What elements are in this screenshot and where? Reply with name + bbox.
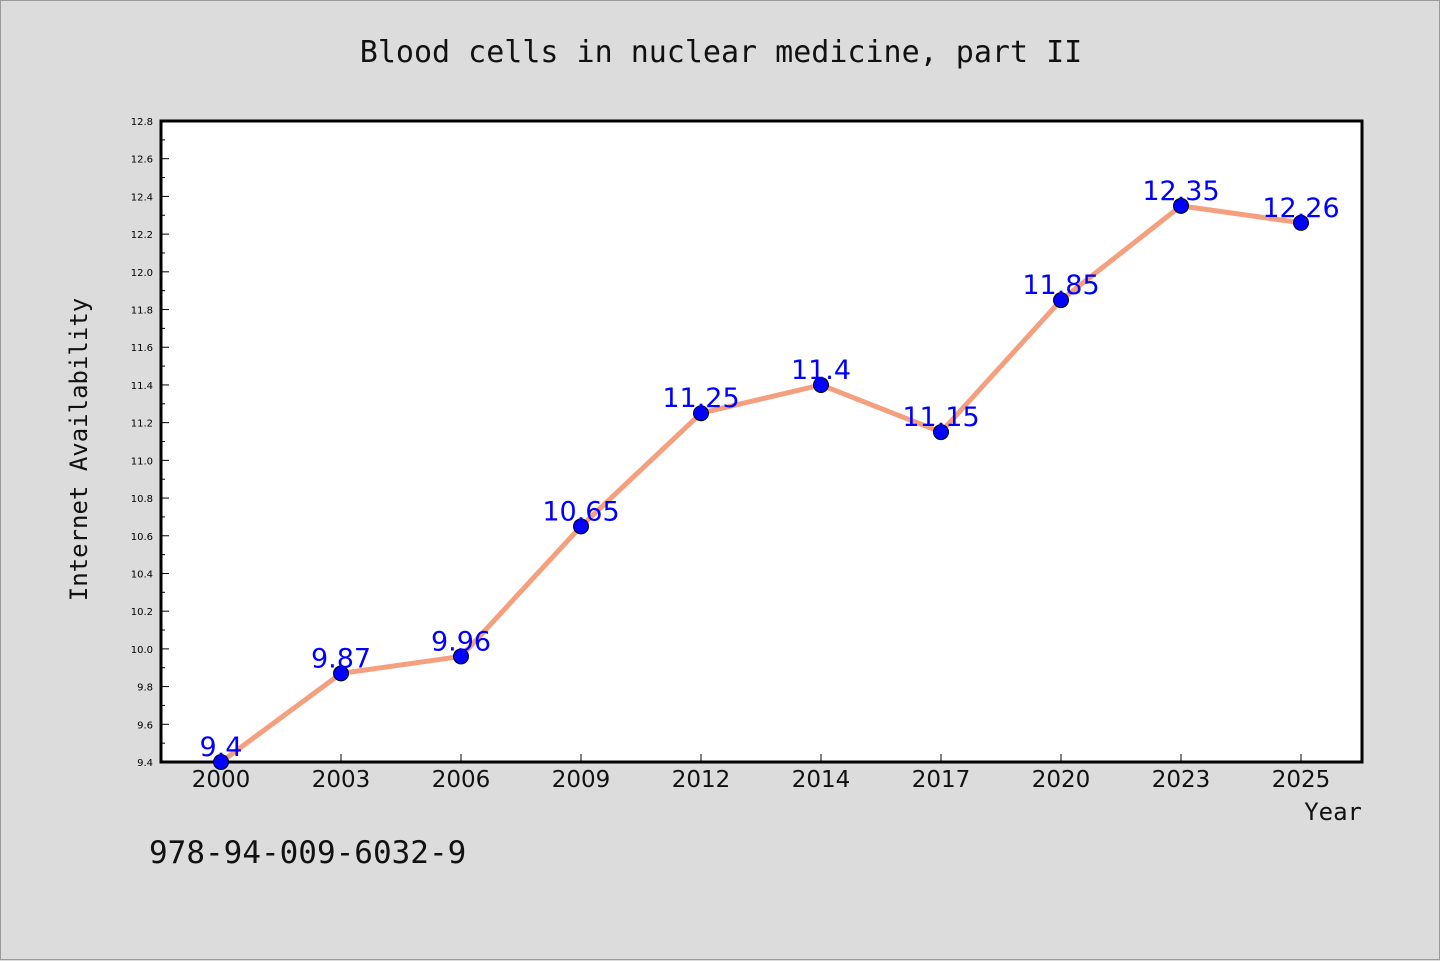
data-label: 9.4 xyxy=(200,732,243,763)
x-tick-label: 2014 xyxy=(792,767,851,793)
y-tick-label: 12.6 xyxy=(131,155,153,166)
x-tick-label: 2012 xyxy=(672,767,731,793)
y-tick-label: 9.8 xyxy=(137,683,153,694)
y-tick-label: 11.0 xyxy=(131,456,153,467)
y-tick-label: 11.2 xyxy=(131,419,153,430)
data-label: 12.35 xyxy=(1142,176,1219,207)
data-label: 9.87 xyxy=(311,643,371,674)
y-axis-label: Internet Availability xyxy=(65,298,93,601)
x-tick-label: 2003 xyxy=(312,767,371,793)
x-tick-label: 2017 xyxy=(912,767,971,793)
x-tick-label: 2023 xyxy=(1152,767,1211,793)
data-point xyxy=(453,648,469,665)
y-tick-label: 9.4 xyxy=(137,758,153,769)
data-point xyxy=(573,518,589,535)
y-tick-label: 10.4 xyxy=(131,569,153,580)
data-label: 10.65 xyxy=(542,496,619,527)
y-tick-label: 12.8 xyxy=(131,117,153,128)
y-tick-label: 10.6 xyxy=(131,532,153,543)
x-axis-label: Year xyxy=(1304,798,1362,826)
data-point xyxy=(1173,197,1189,214)
data-label: 11.4 xyxy=(791,355,851,386)
y-tick-label: 11.6 xyxy=(131,343,153,354)
data-label: 11.15 xyxy=(902,402,979,433)
data-point xyxy=(213,754,229,770)
y-tick-label: 10.0 xyxy=(131,645,153,656)
data-point xyxy=(333,665,349,682)
plot-area xyxy=(159,119,1364,764)
chart-title: Blood cells in nuclear medicine, part II xyxy=(359,35,1083,70)
data-point xyxy=(1053,292,1069,309)
y-tick-label: 10.2 xyxy=(131,607,153,618)
y-tick-label: 12.2 xyxy=(131,230,153,241)
x-tick-label: 2020 xyxy=(1032,767,1091,793)
x-tick-label: 2006 xyxy=(432,767,491,793)
data-label: 11.25 xyxy=(662,383,739,414)
x-tick-label: 2009 xyxy=(552,767,611,793)
y-tick-label: 9.6 xyxy=(137,720,153,731)
data-label: 11.85 xyxy=(1022,270,1099,301)
data-label: 9.96 xyxy=(431,626,491,657)
x-tick-label: 2025 xyxy=(1272,767,1331,793)
y-tick-label: 12.0 xyxy=(131,268,153,279)
data-point xyxy=(933,424,949,441)
y-tick-label: 10.8 xyxy=(131,494,153,505)
x-tick-label: 2000 xyxy=(192,767,251,793)
data-point xyxy=(693,405,709,422)
data-point xyxy=(813,376,829,393)
y-tick-label: 12.4 xyxy=(131,192,153,203)
y-tick-label: 11.4 xyxy=(131,381,153,392)
y-tick-label: 11.8 xyxy=(131,306,153,317)
data-point xyxy=(1293,214,1309,231)
data-label: 12.26 xyxy=(1262,193,1339,224)
footer-code: 978-94-009-6032-9 xyxy=(149,835,467,871)
series-line xyxy=(218,203,1304,765)
